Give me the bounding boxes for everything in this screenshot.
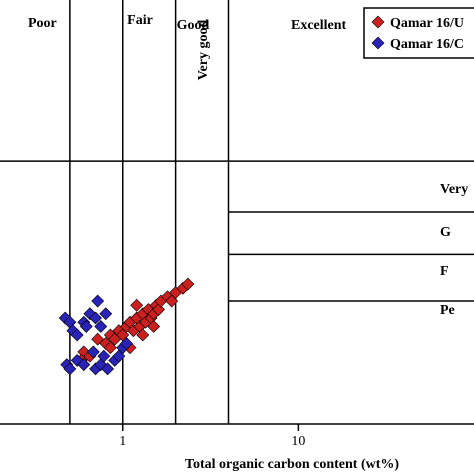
toc-zone-label: Excellent xyxy=(291,18,347,33)
toc-zone-label: Fair xyxy=(127,13,153,28)
toc-zone-label: Poor xyxy=(28,16,57,31)
data-point xyxy=(92,295,104,307)
right-zone-label: G xyxy=(440,225,451,240)
legend: Qamar 16/U Qamar 16/C xyxy=(364,8,474,58)
data-points xyxy=(59,278,194,375)
x-tick-label: 10 xyxy=(291,434,305,449)
toc-zone-label: Very good xyxy=(196,20,211,81)
x-tick-label: 1 xyxy=(119,434,126,449)
right-zone-label: Very xyxy=(440,182,468,197)
legend-label: Qamar 16/U xyxy=(390,16,464,31)
x-axis: 1 10 xyxy=(119,424,305,449)
legend-label: Qamar 16/C xyxy=(390,37,464,52)
x-axis-title: Total organic carbon content (wt%) xyxy=(185,457,399,472)
right-zone-label: F xyxy=(440,264,449,279)
right-zone-label: Pe xyxy=(440,303,455,318)
